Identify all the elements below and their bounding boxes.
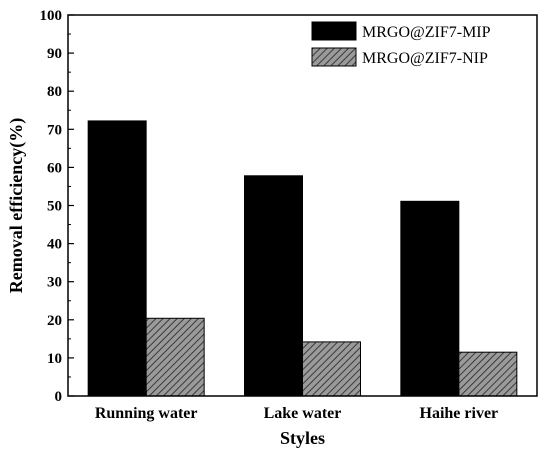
x-tick-label: Running water: [95, 405, 198, 422]
y-axis-ticks: 0 10 20 30 40 50 60 70 80 90 100: [40, 8, 74, 405]
legend-swatch-nip: [311, 47, 357, 67]
y-tick-label: 20: [47, 313, 62, 329]
bar-mrgo-zif7-nip-lake-water: [302, 341, 361, 397]
bars-group: [87, 120, 518, 397]
y-tick-label: 100: [40, 8, 63, 24]
bar-mrgo-zif7-nip-running-water: [145, 317, 205, 397]
bar-mrgo-zif7-nip-haihe-river: [458, 351, 518, 397]
x-axis-ticks: Running water Lake water Haihe river: [95, 390, 498, 422]
bar-mrgo-zif7-mip-haihe-river: [400, 200, 460, 397]
y-tick-label: 90: [47, 46, 62, 62]
y-tick-label: 0: [55, 389, 63, 405]
bar-mrgo-zif7-mip-lake-water: [244, 175, 303, 397]
legend-label-mip: MRGO@ZIF7-MIP: [362, 24, 491, 41]
y-tick-label: 30: [47, 275, 62, 291]
y-tick-label: 60: [47, 160, 62, 176]
x-tick-label: Haihe river: [420, 405, 499, 422]
x-tick-label: Lake water: [264, 405, 342, 422]
y-tick-label: 80: [47, 84, 62, 100]
legend: MRGO@ZIF7-MIP MRGO@ZIF7-NIP: [311, 21, 491, 67]
plot-frame: [67, 14, 538, 397]
y-tick-label: 70: [47, 122, 62, 138]
y-axis-title: Removal efficiency(%): [6, 118, 27, 293]
y-tick-label: 40: [47, 237, 62, 253]
y-tick-label: 10: [47, 351, 62, 367]
legend-label-nip: MRGO@ZIF7-NIP: [362, 50, 488, 67]
legend-swatch-mip: [311, 21, 357, 41]
x-axis-title: Styles: [280, 428, 325, 448]
bar-mrgo-zif7-mip-running-water: [87, 120, 147, 397]
y-tick-label: 50: [47, 199, 62, 215]
